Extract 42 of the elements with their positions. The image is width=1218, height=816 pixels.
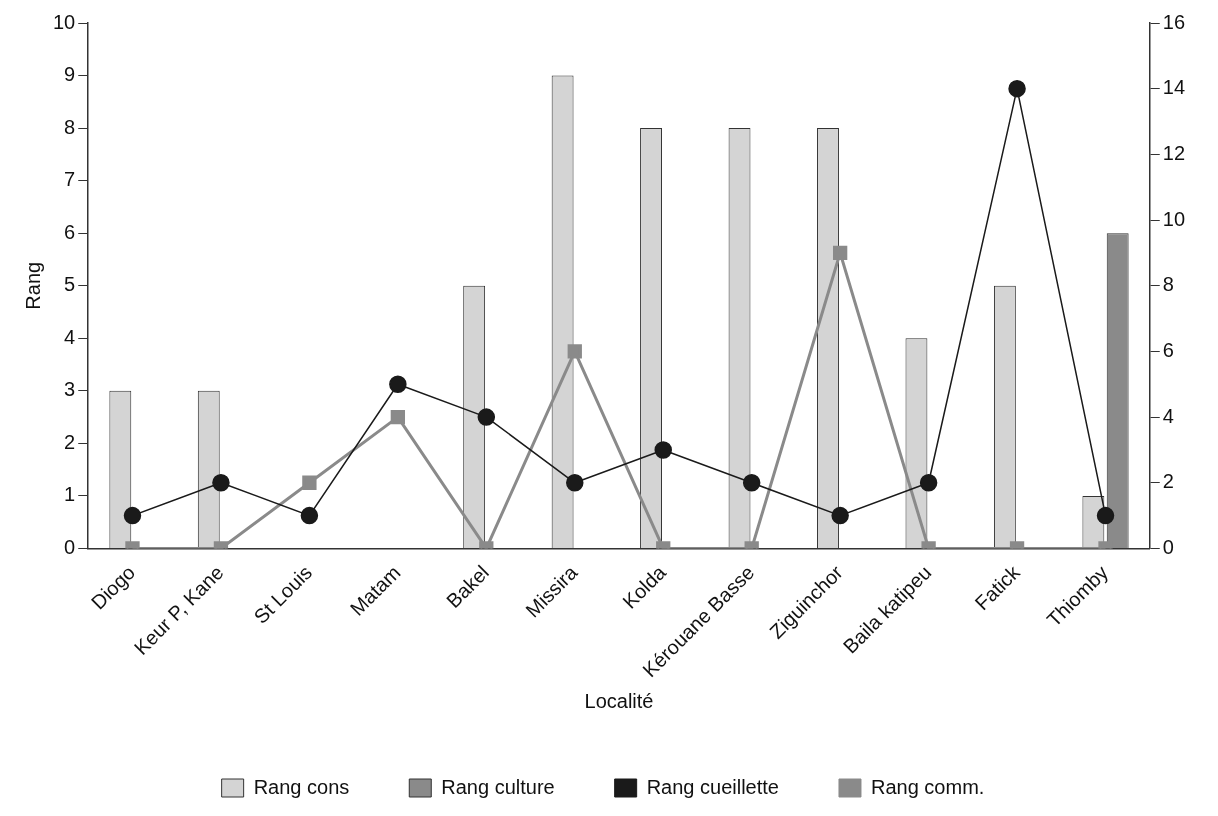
- y2-tick-label: 4: [1162, 404, 1174, 427]
- y2-tick-label: 14: [1162, 76, 1185, 99]
- point: [919, 474, 938, 492]
- y2-tick-label: 8: [1162, 273, 1174, 296]
- y2-tick-label: 0: [1162, 535, 1174, 558]
- legend-label: Rang cons: [253, 775, 350, 798]
- y-tick-label: 8: [64, 115, 76, 138]
- y-tick-label: 7: [64, 168, 76, 191]
- y2-tick-label: 16: [1162, 10, 1185, 33]
- y-tick-label: 5: [64, 273, 76, 296]
- y2-tick-label: 2: [1162, 470, 1174, 493]
- point: [390, 409, 406, 425]
- point: [832, 245, 848, 261]
- y-tick-label: 4: [64, 325, 76, 348]
- point: [1096, 506, 1115, 525]
- y-tick-label: 0: [64, 535, 76, 558]
- point: [302, 475, 317, 490]
- y2-tick-label: 12: [1162, 141, 1185, 164]
- point: [300, 506, 319, 525]
- y-tick-label: 9: [64, 63, 76, 86]
- point: [831, 506, 849, 525]
- legend-label: Rang culture: [441, 775, 555, 798]
- y-tick-label: 10: [53, 10, 76, 33]
- point: [212, 474, 230, 492]
- y-axis-title: Rang: [21, 261, 44, 310]
- legend-label: Rang cueillette: [646, 775, 779, 798]
- legend-label: Rang comm.: [870, 775, 985, 798]
- point: [1008, 79, 1026, 98]
- point: [566, 474, 584, 492]
- point: [477, 408, 496, 426]
- y-tick-label: 3: [64, 378, 76, 401]
- y-tick-label: 1: [64, 483, 76, 506]
- y2-tick-label: 10: [1162, 207, 1185, 230]
- y-tick-label: 2: [64, 430, 76, 453]
- point: [389, 375, 407, 394]
- point: [654, 441, 672, 459]
- point: [123, 506, 142, 525]
- x-axis-title: Localité: [584, 689, 654, 712]
- y2-tick-label: 6: [1162, 338, 1174, 361]
- point: [567, 344, 582, 359]
- y-tick-label: 6: [64, 220, 76, 243]
- point: [742, 474, 761, 492]
